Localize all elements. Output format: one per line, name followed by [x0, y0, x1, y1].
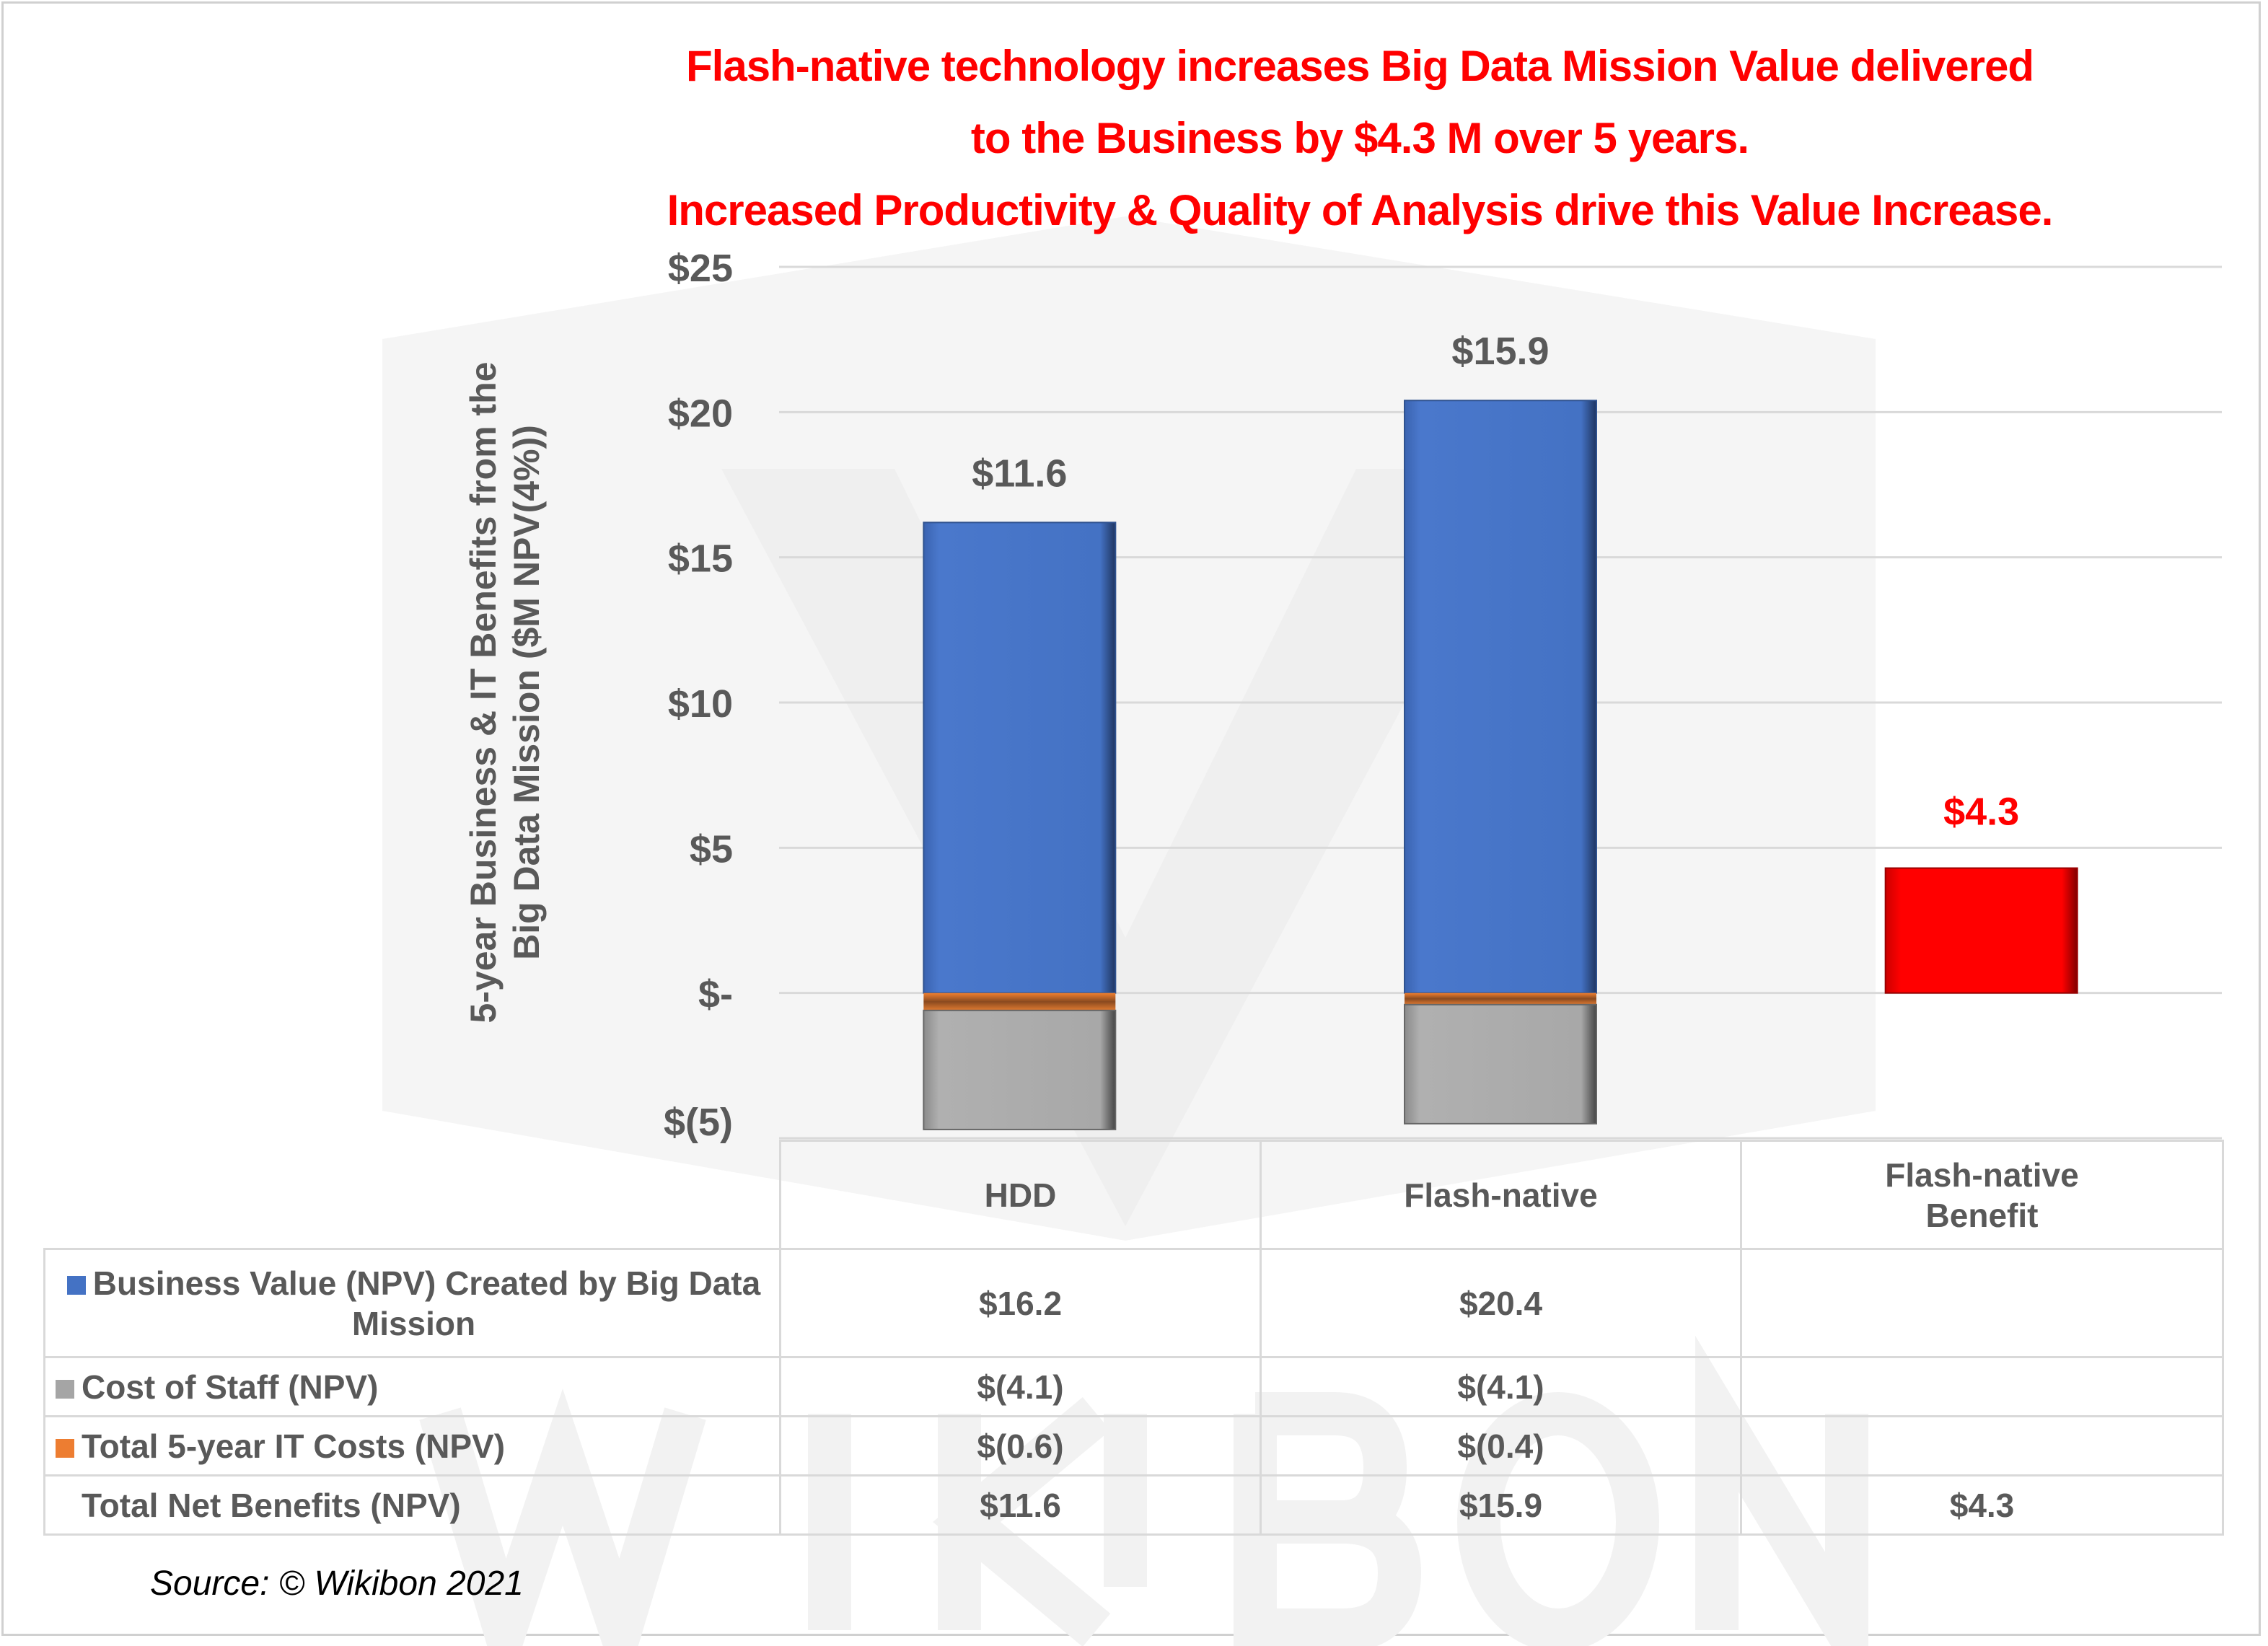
table-cell [1740, 1356, 2224, 1417]
y-tick-label: $5 [690, 827, 733, 871]
column-header: Flash-native [1260, 1140, 1742, 1250]
title-line: Flash-native technology increases Big Da… [686, 42, 2034, 90]
row-label: Cost of Staff (NPV) [43, 1356, 781, 1417]
table-cell [1740, 1415, 2224, 1476]
y-tick-label: $15 [668, 537, 733, 581]
bar-it-costs [1405, 993, 1596, 1005]
bar-business-value [1404, 400, 1597, 994]
table-cell: $(4.1) [779, 1356, 1262, 1417]
table-row: Cost of Staff (NPV) $(4.1) $(4.1) [43, 1356, 2224, 1417]
column-header: HDD [779, 1140, 1262, 1250]
legend-swatch-blue [66, 1276, 86, 1295]
bar-staff-cost [923, 1009, 1117, 1130]
table-row: Business Value (NPV) Created by Big Data… [43, 1248, 2224, 1358]
table-cell: $20.4 [1260, 1248, 1742, 1358]
y-tick-label: $25 [668, 247, 733, 290]
row-label-text: Cost of Staff (NPV) [82, 1368, 379, 1406]
row-label-text: Business Value (NPV) Created by Big Data… [92, 1264, 761, 1342]
table-cell: $11.6 [779, 1474, 1262, 1536]
chart-title: Flash-native technology increases Big Da… [462, 30, 2258, 247]
legend-swatch-gray [56, 1380, 74, 1399]
table-cell: $(0.4) [1260, 1415, 1742, 1476]
data-label: $15.9 [1451, 330, 1549, 373]
source-note: Source: © Wikibon 2021 [150, 1564, 524, 1603]
row-label: Total Net Benefits (NPV) [43, 1474, 781, 1536]
title-line: Increased Productivity & Quality of Anal… [667, 186, 2054, 234]
table-corner [45, 1141, 781, 1249]
y-tick-label: $(5) [664, 1101, 733, 1144]
table-cell [1740, 1248, 2224, 1358]
data-label: $11.6 [972, 452, 1067, 495]
table-cell: $(4.1) [1260, 1356, 1742, 1417]
column-header: Flash-native Benefit [1740, 1140, 2224, 1250]
table-cell: $16.2 [779, 1248, 1262, 1358]
table-cell: $15.9 [1260, 1474, 1742, 1536]
y-tick-label: $- [698, 973, 733, 1016]
data-label: $4.3 [1943, 791, 2019, 834]
y-tick-label: $20 [668, 392, 733, 435]
y-tick-label: $10 [668, 682, 733, 726]
table-cell: $4.3 [1740, 1474, 2224, 1536]
legend-swatch-orange [56, 1439, 74, 1458]
table-row: Total 5-year IT Costs (NPV) $(0.6) $(0.4… [43, 1415, 2224, 1476]
bar-net-benefit [1884, 867, 2078, 994]
table-cell: $(0.6) [779, 1415, 1262, 1476]
row-label-text: Total 5-year IT Costs (NPV) [82, 1427, 506, 1465]
data-table: HDD Flash-native Flash-native Benefit Bu… [43, 1140, 2224, 1536]
title-line: to the Business by $4.3 M over 5 years. [970, 114, 1749, 162]
bar-it-costs [923, 993, 1116, 1011]
row-label: Business Value (NPV) Created by Big Data… [43, 1248, 781, 1358]
bar-business-value [923, 521, 1117, 994]
table-row: Total Net Benefits (NPV) $11.6 $15.9 $4.… [43, 1474, 2224, 1536]
bar-staff-cost [1404, 1003, 1597, 1125]
row-label: Total 5-year IT Costs (NPV) [43, 1415, 781, 1476]
